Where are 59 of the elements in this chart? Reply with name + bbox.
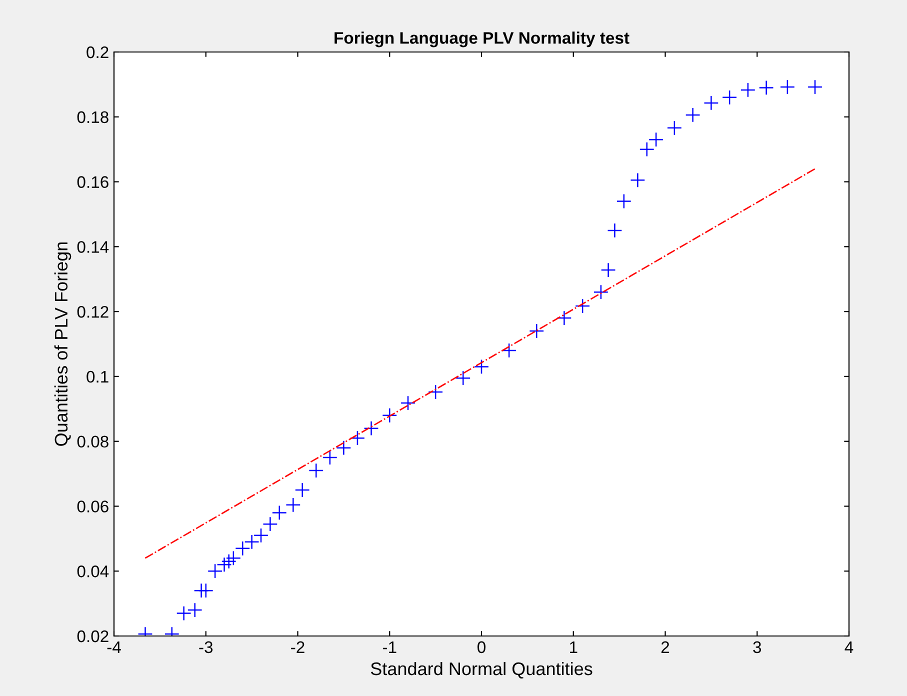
x-tick-label: -1: [382, 641, 396, 653]
point: [350, 430, 366, 446]
point: [574, 298, 590, 314]
point: [262, 516, 278, 532]
point: [529, 323, 544, 339]
point: [176, 606, 192, 621]
y-tick-label: 0.1: [86, 370, 108, 383]
point: [382, 408, 398, 423]
point: [704, 95, 719, 111]
point: [807, 79, 823, 95]
point: [322, 450, 338, 466]
point: [630, 172, 646, 188]
y-tick-label: 0.2: [86, 46, 108, 58]
y-axis-title: Quantities of PLV Foriegn: [54, 242, 72, 446]
point: [740, 82, 756, 98]
x-tick-label: 0: [478, 641, 486, 654]
point: [187, 602, 202, 618]
point: [758, 80, 774, 96]
x-tick-label: 3: [753, 641, 762, 654]
y-tick-label: 0.12: [77, 306, 108, 318]
y-tick-label: 0.14: [77, 241, 109, 253]
point: [456, 370, 471, 386]
point: [428, 384, 444, 400]
point: [639, 142, 654, 157]
x-axis-title: Standard Normal Quantities: [370, 662, 592, 678]
x-tick-label: -2: [291, 641, 304, 653]
point: [336, 440, 352, 456]
point: [272, 505, 287, 520]
point: [400, 395, 416, 411]
chart-title: Foriegn Language PLV Normality test: [334, 32, 630, 48]
y-tick-label: 0.06: [77, 500, 108, 512]
y-tick-label: 0.08: [77, 436, 108, 448]
point: [308, 462, 324, 478]
x-tick-label: 2: [661, 641, 670, 653]
point: [556, 310, 572, 326]
point: [607, 222, 622, 238]
y-tick-label: 0.04: [77, 566, 109, 578]
point: [780, 79, 796, 95]
point: [666, 120, 682, 136]
point: [722, 90, 738, 105]
point: [685, 107, 700, 123]
x-tick-label: -4: [107, 641, 121, 653]
point: [616, 194, 632, 209]
point: [501, 342, 517, 358]
y-tick-label: 0.18: [77, 111, 108, 124]
point: [364, 420, 379, 436]
x-tick-label: 1: [570, 641, 578, 653]
y-tick-label: 0.16: [77, 176, 108, 188]
x-tick-label: 4: [844, 641, 854, 653]
point: [600, 262, 616, 278]
point: [294, 482, 310, 498]
point: [286, 497, 301, 512]
x-tick-label: -3: [199, 641, 213, 654]
point: [593, 284, 609, 300]
point: [198, 583, 214, 598]
point: [221, 554, 236, 569]
point: [474, 359, 490, 374]
y-tick-label: 0.02: [77, 630, 108, 642]
point: [648, 132, 664, 148]
